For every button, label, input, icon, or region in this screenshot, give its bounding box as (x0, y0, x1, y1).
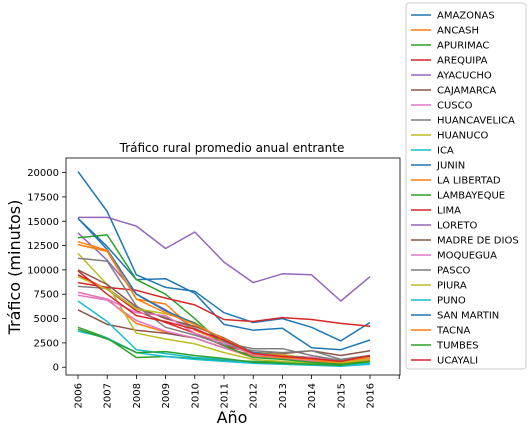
y-tick-label: 15000 (27, 217, 59, 228)
legend-label: ICA (437, 146, 454, 157)
legend-label: PIURA (437, 281, 467, 292)
x-tick-label: 2014 (307, 383, 318, 408)
x-tick-label: 2011 (220, 383, 231, 408)
legend-label: MADRE DE DIOS (437, 236, 519, 247)
y-tick-label: 7500 (34, 290, 59, 301)
legend-label: LIMA (437, 206, 461, 217)
y-tick-label: 17500 (27, 192, 59, 203)
legend-label: PASCO (437, 266, 471, 277)
series-line-madre-de-dios (77, 269, 371, 357)
chart-title: Tráfico rural promedio anual entrante (119, 141, 345, 155)
x-axis-title: Año (217, 408, 248, 427)
legend-label: LAMBAYEQUE (437, 191, 505, 202)
legend-label: PUNO (437, 296, 466, 307)
legend-label: AREQUIPA (437, 56, 488, 67)
legend-label: SAN MARTIN (437, 311, 499, 322)
legend-label: TUMBES (436, 341, 479, 352)
legend-label: JUNIN (436, 161, 465, 172)
x-tick-label: 2015 (336, 383, 347, 408)
legend-label: UCAYALI (437, 356, 478, 367)
legend-label: HUANUCO (437, 131, 488, 142)
legend-label: CAJAMARCA (437, 86, 496, 97)
x-tick-label: 2007 (103, 383, 114, 408)
y-tick-label: 20000 (27, 168, 59, 179)
x-axis-ticks: 2006 2007 2008 2009 2010 2011 2012 2013 2014 2015… (74, 375, 400, 408)
legend-label: MOQUEGUA (437, 251, 497, 262)
y-axis-title: Tráfico (minutos) (5, 200, 24, 336)
series-line-lambayeque (77, 234, 371, 366)
legend-label: HUANCAVELICA (437, 116, 515, 127)
y-tick-label: 2500 (34, 338, 59, 349)
legend-label: ANCASH (437, 26, 479, 37)
series-line-pasco (77, 257, 371, 361)
legend-label: TACNA (436, 326, 470, 337)
x-tick-label: 2009 (161, 383, 172, 408)
series-line-ucayali (77, 270, 371, 363)
x-tick-label: 2010 (190, 383, 201, 408)
legend-label: CUSCO (437, 101, 473, 112)
x-tick-label: 2016 (366, 383, 377, 408)
series-layer (77, 171, 371, 367)
legend-label: AYACUCHO (437, 71, 492, 82)
series-line-amazonas (77, 217, 371, 351)
y-tick-label: 0 (53, 363, 59, 374)
plot-area-frame (65, 157, 401, 376)
x-tick-label: 2006 (74, 383, 85, 408)
legend-frame (405, 2, 527, 370)
series-line-lima (77, 281, 371, 328)
y-tick-label: 10000 (27, 265, 59, 276)
x-tick-label: 2013 (278, 383, 289, 408)
legend-label: APURIMAC (437, 41, 489, 52)
series-line-junin (77, 171, 371, 342)
x-tick-label: 2012 (249, 383, 260, 408)
y-tick-label: 5000 (34, 314, 59, 325)
legend-label: LORETO (437, 221, 477, 232)
legend-label: AMAZONAS (437, 11, 495, 22)
series-line-tumbes (77, 328, 371, 367)
legend: AMAZONAS ANCASH APURIMAC AREQUIPA AYACUCHO CA… (405, 2, 527, 370)
y-axis-ticks: 0 2500 5000 7500 10000 12500 15000 17500 20000 (27, 168, 66, 374)
y-tick-label: 12500 (27, 241, 59, 252)
legend-label: LA LIBERTAD (437, 176, 501, 187)
series-line-loreto (78, 216, 371, 302)
x-tick-label: 2008 (132, 383, 143, 408)
